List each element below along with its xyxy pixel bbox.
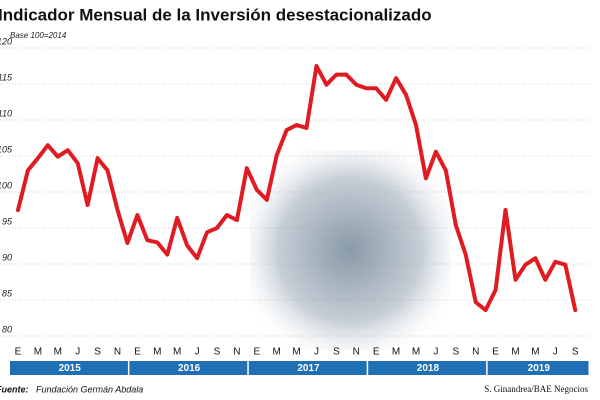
y-tick-label: 95 <box>2 216 13 226</box>
source-label: Fuente: <box>0 384 29 394</box>
source: Fundación Germán Abdala <box>36 384 143 394</box>
x-tick-label: J <box>433 347 438 358</box>
year-band <box>129 361 248 375</box>
year-label: 2017 <box>297 363 320 374</box>
x-tick-label: M <box>273 347 281 358</box>
x-tick-label: E <box>253 347 260 358</box>
year-band <box>10 361 128 375</box>
year-band <box>368 361 487 375</box>
line <box>16 64 578 313</box>
x-tick-label: E <box>373 347 380 358</box>
x-tick-label: E <box>492 347 499 358</box>
x-tick-label: M <box>292 347 300 358</box>
subtitle: Base 100=2014 <box>10 31 67 40</box>
x-tick-label: E <box>134 347 141 358</box>
photo <box>250 150 450 350</box>
x-tick-label: M <box>412 347 420 358</box>
y-tick-label: 80 <box>2 324 12 334</box>
year-label: 2019 <box>528 363 551 374</box>
x-tick-label: S <box>94 347 101 358</box>
x-tick-label: N <box>114 347 121 358</box>
y-tick-label: 115 <box>0 72 13 82</box>
x-tick-label: M <box>531 347 539 358</box>
y-tick-label: 85 <box>2 288 13 298</box>
x-tick-label: M <box>34 347 42 358</box>
x-tick-label: J <box>75 347 80 358</box>
x-tick-label: S <box>333 347 340 358</box>
year-label: 2016 <box>178 363 201 374</box>
year-label: 2018 <box>417 363 440 374</box>
x-tick-label: S <box>214 347 221 358</box>
x-tick-label: S <box>452 347 459 358</box>
year-label: 2015 <box>59 363 82 374</box>
x-tick-label: J <box>553 347 558 358</box>
x-tick-label: M <box>392 347 400 358</box>
x-tick-label: J <box>314 347 319 358</box>
x-tick-label: N <box>472 347 479 358</box>
x-tick-label: N <box>233 347 240 358</box>
y-tick-label: 90 <box>2 252 12 262</box>
x-tick-label: S <box>572 347 579 358</box>
y-tick-label: 110 <box>0 108 12 118</box>
y-tick-label: 100 <box>0 180 12 190</box>
x-tick-label: M <box>173 347 181 358</box>
x-tick-label: M <box>153 347 161 358</box>
x-tick-label: M <box>511 347 519 358</box>
year-band <box>248 361 367 375</box>
y-tick-label: 105 <box>0 144 13 154</box>
x-tick-label: M <box>54 347 62 358</box>
year-band <box>487 361 589 375</box>
x-tick-label: E <box>15 347 22 358</box>
plot: 80859095100105110115120EMMJSNEMMJSNEMMJS… <box>0 36 590 375</box>
credit: S. Ginandrea/BAE Negocios <box>484 384 588 394</box>
y-tick-label: 120 <box>0 36 12 46</box>
x-tick-label: J <box>195 347 200 358</box>
x-tick-label: N <box>353 347 360 358</box>
chart-title: Indicador Mensual de la Inversión desest… <box>0 5 432 24</box>
